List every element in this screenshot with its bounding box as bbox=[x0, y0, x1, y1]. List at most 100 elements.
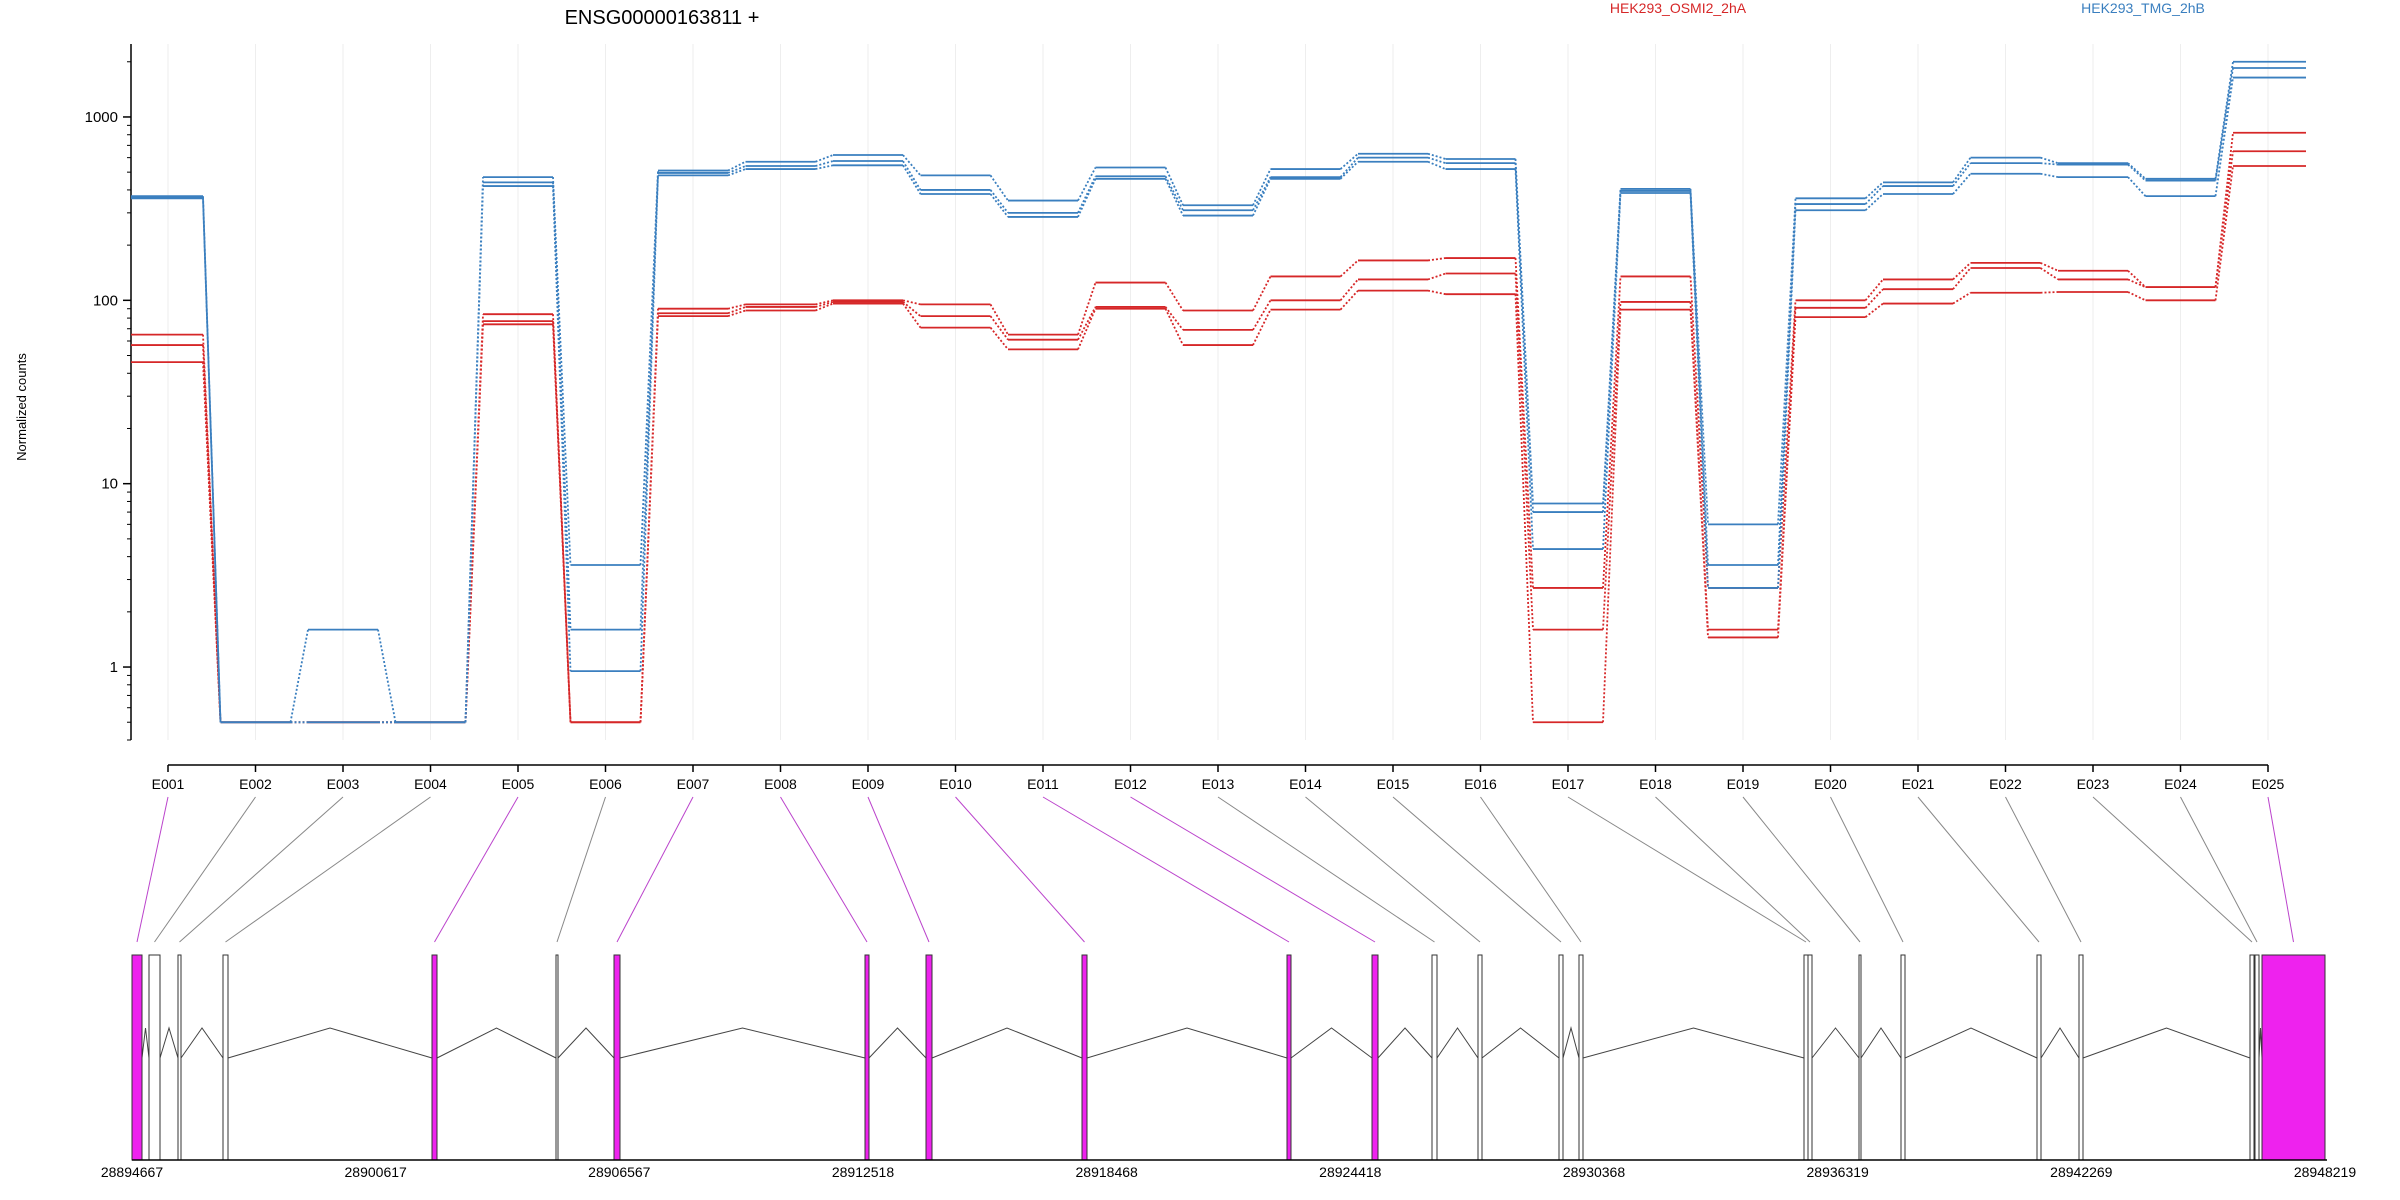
exon-box bbox=[1578, 954, 1584, 1161]
exon-transition bbox=[815, 301, 834, 308]
exon-box bbox=[1431, 954, 1438, 1161]
y-tick-label: 1000 bbox=[85, 109, 118, 126]
exon-transition bbox=[902, 154, 922, 176]
intron bbox=[931, 1027, 1083, 1059]
exon-box bbox=[1371, 954, 1379, 1161]
intron bbox=[1582, 1027, 1805, 1059]
x-tick-label: E011 bbox=[1027, 776, 1059, 792]
exon-transition bbox=[1952, 162, 1972, 187]
intron bbox=[2040, 1027, 2080, 1059]
exon-transition bbox=[1514, 258, 1534, 588]
exon-transition bbox=[1252, 178, 1272, 216]
coordinate-label: 28948219 bbox=[2294, 1164, 2357, 1180]
exon-transition bbox=[2127, 176, 2147, 197]
exon-transition bbox=[1252, 309, 1272, 346]
y-tick-label: 10 bbox=[101, 476, 118, 493]
exon-box bbox=[1081, 954, 1088, 1161]
exon-box bbox=[148, 954, 161, 1161]
exon-transition bbox=[727, 303, 746, 310]
exon-transition bbox=[1164, 306, 1184, 331]
exon-transition bbox=[1514, 168, 1534, 550]
exon-connector bbox=[616, 796, 694, 943]
series-lines bbox=[131, 60, 2306, 724]
exon-transition bbox=[1952, 291, 1971, 305]
exon-transition bbox=[2040, 156, 2059, 164]
y-axis-label: Normalized counts bbox=[14, 353, 29, 461]
exon-transition bbox=[552, 177, 572, 566]
exon-box bbox=[1900, 954, 1906, 1161]
exon-transition bbox=[2127, 270, 2147, 288]
exon-transition bbox=[1427, 156, 1446, 164]
exon-transition bbox=[1252, 176, 1272, 211]
exon-transition bbox=[1777, 317, 1797, 638]
x-tick-label: E024 bbox=[2164, 776, 2197, 792]
x-tick-label: E020 bbox=[1814, 776, 1847, 792]
exon-transition bbox=[815, 160, 834, 167]
exon-transition bbox=[1602, 276, 1622, 588]
exon-connector bbox=[556, 796, 606, 943]
exon-transition bbox=[1777, 300, 1797, 588]
exon-transition bbox=[1339, 157, 1359, 178]
exon-connector bbox=[2180, 796, 2258, 943]
exon-transition bbox=[1252, 299, 1272, 331]
exon-connector bbox=[780, 796, 868, 943]
exon-connector bbox=[1830, 796, 1904, 943]
exon-connector bbox=[1130, 796, 1376, 943]
x-tick-label: E025 bbox=[2252, 776, 2285, 792]
exon-transition bbox=[464, 186, 484, 723]
exon-transition bbox=[2214, 67, 2234, 181]
intron bbox=[1562, 1026, 1580, 1059]
exon-box bbox=[1803, 954, 1809, 1161]
x-tick-label: E009 bbox=[852, 776, 885, 792]
exon-connector bbox=[1305, 796, 1481, 943]
exon-transition bbox=[464, 324, 484, 723]
exon-transition bbox=[2040, 262, 2059, 272]
coordinate-label: 28942269 bbox=[2050, 1164, 2113, 1180]
exon-transition bbox=[2127, 162, 2147, 180]
exon-transition bbox=[1777, 210, 1797, 588]
exon-connector bbox=[225, 796, 431, 943]
exon-transition bbox=[1864, 288, 1884, 309]
intron bbox=[1290, 1027, 1373, 1059]
exon-connector bbox=[179, 796, 344, 943]
coordinate-label: 28930368 bbox=[1563, 1164, 1626, 1180]
exon-transition bbox=[1777, 204, 1797, 566]
exon-transition bbox=[1689, 192, 1709, 588]
exon-connectors bbox=[136, 796, 2294, 943]
x-tick-label: E023 bbox=[2077, 776, 2110, 792]
exon-box bbox=[1558, 954, 1564, 1161]
exon-box bbox=[2249, 954, 2255, 1161]
coordinate-label: 28924418 bbox=[1319, 1164, 1382, 1180]
exon-transition bbox=[202, 345, 222, 723]
exon-connector bbox=[2267, 796, 2294, 943]
intron bbox=[1860, 1027, 1902, 1059]
exon-transition bbox=[815, 302, 834, 312]
intron bbox=[436, 1027, 557, 1059]
exon-transition bbox=[902, 164, 922, 195]
exon-connector bbox=[136, 796, 169, 943]
exon-box bbox=[177, 954, 182, 1161]
exon-transition bbox=[1952, 267, 1972, 290]
exon-transition bbox=[1864, 278, 1884, 301]
exon-connector bbox=[955, 796, 1085, 943]
coordinate-label: 28918468 bbox=[1076, 1164, 1139, 1180]
exon-transition bbox=[1427, 152, 1446, 160]
exon-connector bbox=[867, 796, 930, 943]
exon-transition bbox=[1602, 192, 1622, 550]
exon-transition bbox=[727, 309, 746, 317]
exon-transition bbox=[202, 362, 222, 723]
exon-transition bbox=[989, 193, 1009, 218]
exon-transition bbox=[1339, 278, 1359, 301]
x-tick-label: E004 bbox=[414, 776, 447, 792]
x-axis: E001 E002 E003 E004 E005 E006 E007 E008 E009 E010… bbox=[152, 764, 2285, 792]
exon-transition bbox=[1864, 302, 1884, 318]
exon-box bbox=[131, 954, 143, 1161]
series-blue-6 bbox=[131, 76, 2306, 724]
exon-transition bbox=[289, 629, 309, 723]
exon-transition bbox=[902, 299, 921, 306]
intron bbox=[557, 1027, 615, 1059]
exon-transition bbox=[1077, 308, 1097, 350]
exon-connector bbox=[1567, 796, 1807, 943]
exon-transition bbox=[1164, 175, 1184, 211]
